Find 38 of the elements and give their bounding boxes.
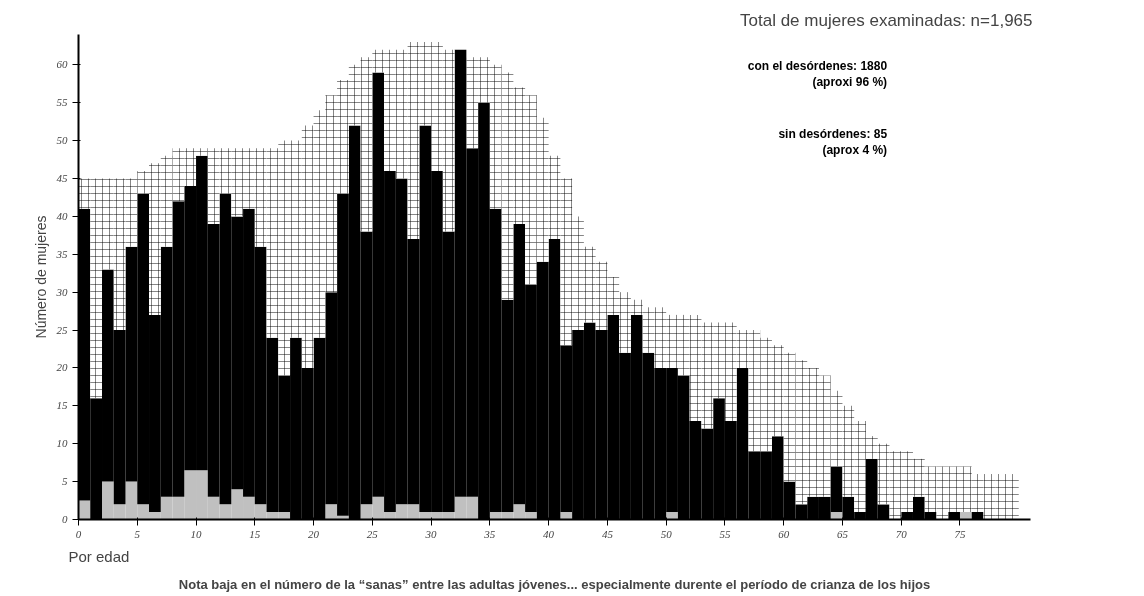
x-tick-label: 50 [660, 527, 673, 540]
x-tick-label: 40 [543, 527, 555, 540]
x-tick-label: 10 [190, 527, 203, 540]
x-tick-label: 15 [249, 527, 261, 540]
y-tick-label: 0 [62, 513, 68, 525]
y-tick-label: 5 [62, 475, 68, 488]
y-tick-label: 30 [55, 285, 68, 298]
text: Nota baja en el número de la “sanas” entre las adultas jóvenes... especialmente durente el período de crianza de los hijos [178, 576, 931, 592]
x-tick-label: 70 [895, 527, 908, 540]
x-tick-label: 55 [719, 527, 731, 540]
x-tick-label: 60 [778, 527, 790, 540]
x-tick-label: 65 [836, 527, 849, 540]
x-tick-label: 75 [954, 527, 966, 540]
annotation: sin desórdenes: 85 (aprox 4 %) [778, 126, 888, 158]
y-tick-label: 10 [56, 437, 68, 450]
y-tick-label: 60 [56, 58, 68, 71]
y-tick-label: 40 [56, 209, 68, 222]
chart-title: Total de mujeres examinadas: n=1,965 [740, 10, 1033, 30]
y-tick-label: 35 [55, 247, 68, 260]
annotation: con el desórdenes: 1880 (aproxi 96 %) [747, 58, 888, 89]
y-axis-title: Número de mujeres [32, 215, 49, 339]
bar [959, 511, 972, 520]
x-tick-label: 30 [424, 527, 438, 540]
y-tick-label: 20 [56, 361, 68, 374]
x-tick-label: 20 [308, 527, 320, 540]
x-axis-title: Por edad [68, 547, 130, 565]
y-tick-label: 25 [56, 323, 68, 336]
bar [666, 511, 678, 520]
x-tick-label: 5 [134, 527, 141, 540]
y-tick-label: 55 [56, 96, 68, 109]
y-tick-label: 45 [56, 171, 68, 184]
y-tick-label: 50 [56, 134, 68, 147]
x-tick-label: 35 [483, 527, 496, 540]
y-tick-label: 15 [56, 399, 68, 412]
x-tick-label: 0 [75, 527, 82, 540]
x-tick-label: 25 [366, 527, 379, 540]
x-tick-label: 45 [601, 527, 614, 540]
bar [560, 511, 573, 520]
